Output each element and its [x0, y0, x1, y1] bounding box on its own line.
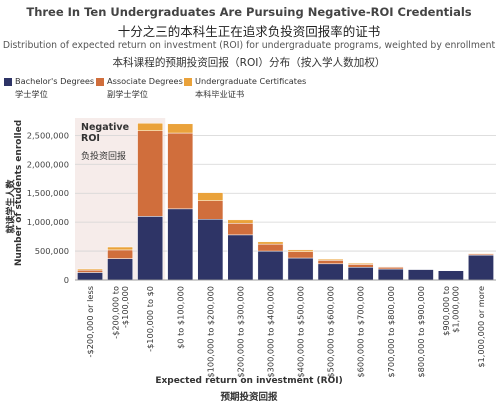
- bar-segment: [347, 264, 374, 268]
- chart-subtitle: Distribution of expected return on inves…: [2, 40, 496, 51]
- bar-segment: [468, 253, 494, 255]
- x-tick-label-line: -$200,000 or less: [85, 286, 95, 357]
- x-tick-label: $200,000 to $300,000: [235, 286, 245, 378]
- bar-segment: [77, 272, 103, 281]
- bar-segment: [197, 219, 224, 281]
- x-tick-label: $0 to $100,000: [175, 286, 185, 349]
- x-tick-label: $800,000 to $900,000: [416, 286, 426, 378]
- bar-segment: [287, 257, 314, 281]
- bar-segment: [227, 223, 254, 236]
- bar-segment: [227, 219, 254, 224]
- legend-label-certificates: Undergraduate Certificates: [195, 76, 307, 86]
- bar-segment: [227, 234, 254, 281]
- negative-roi-annotation: Negative: [81, 122, 129, 133]
- y-tick-label: 0: [64, 275, 69, 285]
- x-tick-label: $100,000 to $200,000: [205, 286, 215, 378]
- legend-label-certificates-chinese: 本科毕业证书: [195, 89, 245, 99]
- x-tick-label: $700,000 to $800,000: [386, 286, 396, 378]
- legend-label-associate: Associate Degrees: [107, 76, 183, 86]
- x-tick-label: $1,000,000 or more: [476, 286, 486, 368]
- x-tick-label-line: $1,000,000: [451, 286, 461, 333]
- legend-swatch-certificates: [184, 78, 192, 86]
- x-tick-label-line: $100,000 to $200,000: [205, 286, 215, 378]
- x-tick-label-line: $600,000 to $700,000: [356, 286, 366, 378]
- x-tick-label: -$200,000 to -$100,000: [110, 286, 130, 339]
- negative-roi-annotation-chinese: 负投资回报: [81, 150, 126, 162]
- x-axis-label: Expected return on investment (ROI): [155, 376, 343, 386]
- bar-segment: [137, 122, 164, 131]
- bar-segment: [287, 251, 314, 259]
- bar-segment: [377, 267, 404, 270]
- legend-label-bachelors-chinese: 学士学位: [15, 89, 48, 99]
- bar-segment: [77, 268, 103, 271]
- legend-swatch-associate: [96, 78, 104, 86]
- x-tick-label-line: $800,000 to $900,000: [416, 286, 426, 378]
- bar-segment: [137, 130, 164, 217]
- x-tick-label: $400,000 to $500,000: [296, 286, 306, 378]
- chart-title: Three In Ten Undergraduates Are Pursuing…: [26, 5, 472, 19]
- bar-segment: [197, 200, 224, 220]
- bar-segment: [468, 254, 494, 281]
- bar-segment: [257, 243, 284, 252]
- x-tick-label: $900,000 to $1,000,000: [441, 286, 461, 336]
- x-tick-label-line: -$200,000 to: [110, 286, 120, 339]
- legend-label-bachelors: Bachelor's Degrees: [15, 76, 95, 86]
- y-tick-label: 500,000: [35, 246, 69, 256]
- bar-segment: [407, 269, 434, 281]
- bar-segment: [438, 270, 464, 281]
- legend-swatch-bachelors: [4, 78, 12, 86]
- bar-segment: [197, 192, 224, 201]
- x-tick-label-line: $0 to $100,000: [175, 286, 185, 349]
- bar-segment: [317, 260, 344, 265]
- x-axis-label-chinese: 预期投资回报: [220, 392, 278, 403]
- bar-segment: [107, 249, 133, 259]
- bar-segment: [167, 123, 194, 134]
- x-tick-label-line: $700,000 to $800,000: [386, 286, 396, 378]
- bar-segment: [107, 246, 133, 251]
- x-tick-label-line: $1,000,000 or more: [476, 286, 486, 368]
- bar-segment: [377, 268, 404, 281]
- x-tick-label-line: $900,000 to: [441, 286, 451, 336]
- bar-segment: [287, 249, 314, 252]
- x-tick-label: -$100,000 to $0: [145, 286, 155, 352]
- y-tick-label: 2,000,000: [27, 159, 69, 169]
- x-tick-label: $500,000 to $600,000: [326, 286, 336, 378]
- x-tick-label: -$200,000 or less: [85, 286, 95, 357]
- y-tick-label: 1,000,000: [27, 217, 69, 227]
- x-tick-label-line: -$100,000 to $0: [145, 286, 155, 352]
- bar-segment: [167, 208, 194, 281]
- bar-segment: [317, 258, 344, 261]
- negative-roi-annotation: ROI: [81, 133, 100, 144]
- bar-segment: [77, 269, 103, 273]
- x-tick-label-line: $500,000 to $600,000: [326, 286, 336, 378]
- x-tick-label: $300,000 to $400,000: [265, 286, 275, 378]
- bar-segment: [167, 132, 194, 210]
- y-tick-label: 1,500,000: [27, 188, 69, 198]
- y-tick-label: 2,500,000: [27, 130, 69, 140]
- bar-segment: [377, 266, 404, 268]
- bar-segment: [137, 216, 164, 281]
- bar-segment: [317, 263, 344, 281]
- x-tick-label-line: $300,000 to $400,000: [265, 286, 275, 378]
- bar-segment: [347, 267, 374, 281]
- chart-title-chinese: 十分之三的本科生正在追求负投资回报率的证书: [117, 24, 381, 39]
- bar-segment: [107, 258, 133, 281]
- x-tick-label: $600,000 to $700,000: [356, 286, 366, 378]
- legend-label-associate-chinese: 副学士学位: [107, 89, 148, 99]
- x-tick-label-line: -$100,000: [120, 286, 130, 328]
- x-tick-label-line: $400,000 to $500,000: [296, 286, 306, 378]
- bar-segment: [347, 262, 374, 265]
- bar-segment: [257, 241, 284, 245]
- bar-segment: [257, 250, 284, 281]
- chart-subtitle-chinese: 本科课程的预期投资回报（ROI）分布（按入学人数加权）: [112, 57, 386, 69]
- x-tick-label-line: $200,000 to $300,000: [235, 286, 245, 378]
